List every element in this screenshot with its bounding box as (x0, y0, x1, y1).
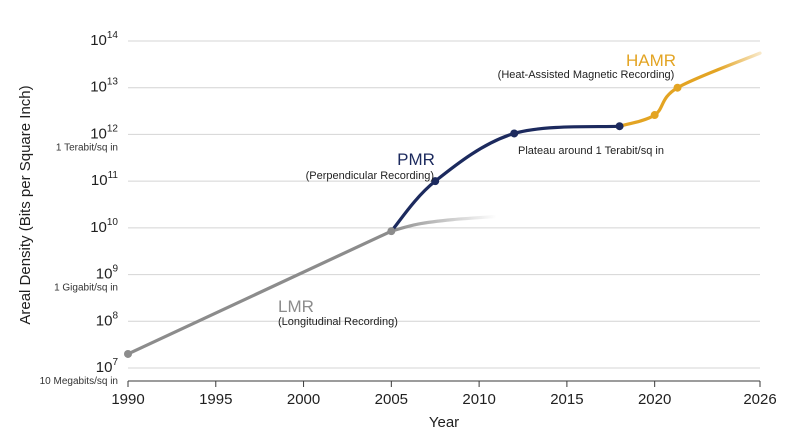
pmr-point (615, 122, 624, 131)
x-tick-label: 2000 (287, 391, 320, 408)
y-tick-exponent: 10 (107, 217, 119, 228)
y-tick-exponent: 11 (108, 170, 119, 181)
y-tick-base: 10 (90, 219, 107, 236)
hamr-sublabel: (Heat-Assisted Magnetic Recording) (498, 69, 675, 81)
x-tick-label: 2015 (550, 391, 583, 408)
series-layer (124, 51, 762, 358)
lmr-sublabel: (Longitudinal Recording) (278, 316, 398, 328)
x-tick-label: 2020 (638, 391, 671, 408)
y-tick-note: 1 Terabit/sq in (56, 142, 118, 153)
y-axis-title: Areal Density (Bits per Square Inch) (17, 85, 34, 324)
y-tick-exponent: 9 (112, 264, 118, 275)
y-tick-label: 1010 (90, 217, 118, 236)
hamr-point (673, 83, 682, 92)
y-tick-label: 107 (96, 357, 119, 376)
y-tick-exponent: 12 (107, 123, 119, 134)
x-tick-label: 1995 (199, 391, 232, 408)
pmr-line (389, 124, 622, 233)
y-tick-exponent: 8 (112, 310, 118, 321)
plateau-annotation: Plateau around 1 Terabit/sq in (518, 145, 664, 157)
pmr-point (431, 177, 440, 186)
y-tick-base: 10 (90, 79, 107, 96)
y-tick-note: 10 Megabits/sq in (40, 376, 118, 387)
y-tick-base: 10 (90, 32, 107, 49)
hamr-label: HAMR (626, 51, 676, 70)
y-tick-label: 1011 (91, 170, 119, 189)
y-tick-base: 10 (90, 125, 107, 142)
y-tick-exponent: 7 (112, 357, 118, 368)
pmr-label: PMR (397, 150, 435, 169)
lmr-label: LMR (278, 297, 314, 316)
y-tick-label: 1014 (90, 30, 118, 49)
grid (128, 40, 760, 369)
pmr-point (510, 129, 519, 138)
hamr-point (650, 111, 659, 120)
y-tick-base: 10 (96, 266, 113, 283)
lmr-fade-tail (390, 214, 497, 233)
y-tick-label: 108 (96, 310, 119, 329)
pmr-sublabel: (Perpendicular Recording) (306, 170, 434, 182)
lmr-point (124, 349, 132, 358)
x-tick-label: 1990 (111, 391, 144, 408)
y-tick-base: 10 (96, 312, 113, 329)
lmr-line (126, 229, 393, 356)
y-tick-exponent: 13 (107, 77, 119, 88)
axes (127, 380, 761, 387)
y-tick-note: 1 Gigabit/sq in (54, 283, 118, 294)
y-tick-label: 1013 (90, 77, 118, 96)
y-tick-label: 109 (96, 264, 119, 283)
y-tick-label: 1012 (90, 123, 118, 142)
lmr-point (387, 227, 396, 236)
x-tick-label: 2005 (375, 391, 408, 408)
x-axis-title: Year (429, 414, 459, 431)
y-tick-base: 10 (91, 172, 108, 189)
x-tick-label: 2026 (743, 391, 776, 408)
x-tick-label: 2010 (462, 391, 495, 408)
y-tick-exponent: 14 (107, 30, 119, 41)
y-tick-base: 10 (96, 359, 113, 376)
hamr-line (617, 51, 762, 128)
